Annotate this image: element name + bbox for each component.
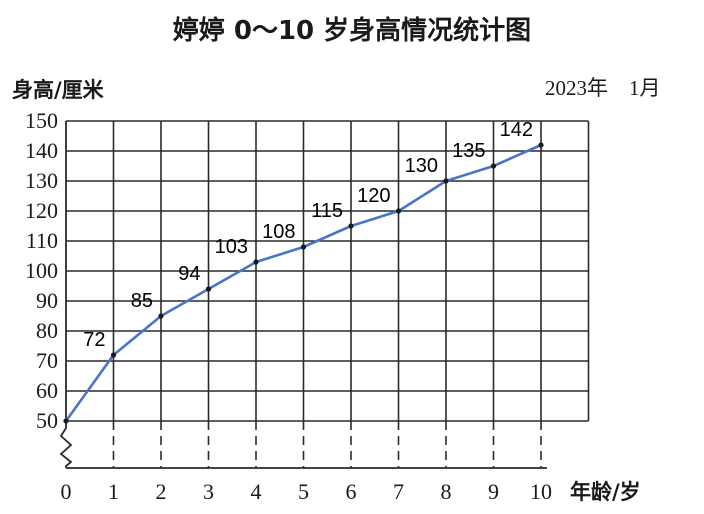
x-tick-label: 3 (203, 479, 214, 504)
y-tick-label: 140 (25, 138, 58, 163)
data-point (110, 352, 117, 358)
data-label: 142 (500, 119, 533, 141)
data-point (443, 178, 449, 184)
data-point (490, 163, 497, 169)
data-labels: 72 85 94 103 108 115 120 130 135 142 (83, 119, 533, 351)
x-tick-label: 5 (298, 479, 309, 504)
x-tick-label: 9 (488, 479, 499, 504)
data-label: 94 (178, 263, 200, 285)
data-label: 103 (215, 236, 248, 258)
y-tick-label: 110 (26, 228, 58, 253)
x-tick-label: 7 (393, 479, 404, 504)
data-point (395, 208, 402, 214)
x-tick-label: 10 (530, 479, 552, 504)
data-label: 108 (262, 221, 295, 243)
x-axis-label: 年龄/岁 (570, 480, 641, 504)
x-tick-label: 1 (108, 479, 119, 504)
data-point (538, 142, 544, 148)
y-tick-label: 90 (36, 288, 58, 313)
y-tick-label: 150 (25, 108, 58, 133)
data-point (300, 244, 307, 250)
data-label: 85 (131, 290, 153, 312)
data-point (348, 223, 354, 229)
x-tick-label: 0 (61, 479, 72, 504)
data-label: 72 (83, 329, 105, 351)
series (63, 142, 544, 424)
y-tick-label: 120 (25, 198, 58, 223)
date-label: 2023年 1月 (545, 76, 661, 100)
data-point (63, 418, 69, 424)
data-label: 130 (405, 155, 438, 177)
data-label: 135 (452, 140, 485, 162)
axes (59, 121, 547, 469)
data-point (158, 313, 164, 319)
x-tick-label: 6 (346, 479, 357, 504)
y-tick-label: 130 (25, 168, 58, 193)
grid (66, 120, 590, 468)
x-tick-label: 4 (251, 479, 262, 504)
data-label: 115 (311, 200, 343, 222)
x-tick-label: 8 (441, 479, 452, 504)
data-label: 120 (357, 185, 390, 207)
y-axis-break (59, 421, 73, 468)
y-tick-label: 70 (36, 348, 58, 373)
data-point (253, 259, 259, 265)
chart-title: 婷婷 0～10 岁身高情况统计图 (173, 15, 531, 46)
x-tick-label: 2 (156, 479, 167, 504)
data-point (205, 286, 212, 292)
y-tick-label: 80 (36, 318, 58, 343)
tick-labels: 50 60 70 80 90 100 110 120 130 140 150 0 1 2 3 4 5 6 7 8 9 10 (25, 108, 552, 504)
y-tick-label: 60 (36, 378, 58, 403)
y-tick-label: 100 (25, 258, 58, 283)
y-tick-label: 50 (36, 408, 58, 433)
y-axis-label: 身高/厘米 (12, 78, 105, 102)
